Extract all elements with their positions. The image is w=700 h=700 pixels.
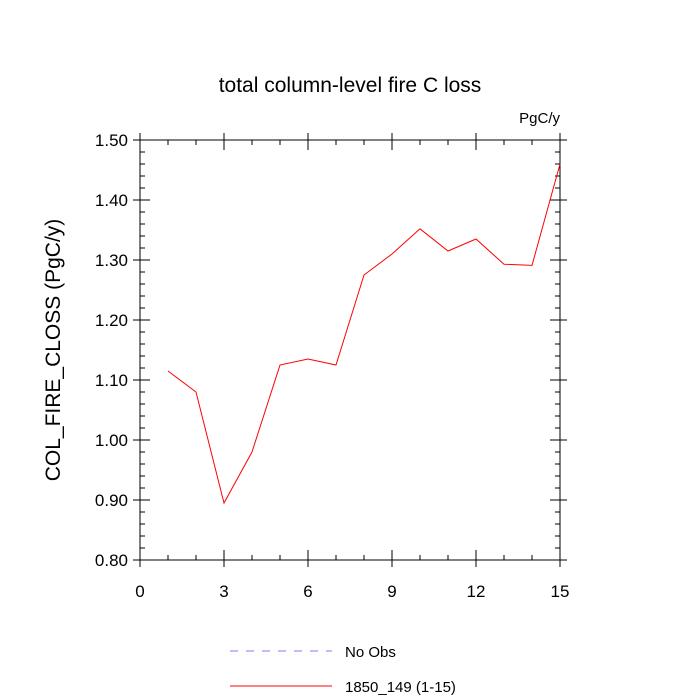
units-label: PgC/y <box>519 110 560 127</box>
series-layer <box>167 163 561 505</box>
series-line <box>167 163 561 505</box>
x-tick-labels: 0 3 6 9 12 15 <box>135 582 569 601</box>
y-tick-label: 0.80 <box>95 551 128 570</box>
x-tick-label: 15 <box>551 582 570 601</box>
y-tick-label: 1.50 <box>95 131 128 150</box>
x-tick-label: 0 <box>135 582 144 601</box>
legend: No Obs 1850_149 (1-15) <box>230 644 456 696</box>
y-tick-label: 1.20 <box>95 311 128 330</box>
x-tick-label: 12 <box>467 582 486 601</box>
plot-frame <box>139 139 561 561</box>
y-tick-label: 1.10 <box>95 371 128 390</box>
x-tick-label: 6 <box>303 582 312 601</box>
x-tick-label: 3 <box>219 582 228 601</box>
y-axis-label: COL_FIRE_CLOSS (PgC/y) <box>42 219 65 482</box>
legend-label: 1850_149 (1-15) <box>345 679 456 696</box>
y-tick-label: 1.00 <box>95 431 128 450</box>
x-tick-label: 9 <box>387 582 396 601</box>
minor-ticks <box>140 140 560 560</box>
major-ticks <box>133 133 567 567</box>
y-tick-label: 0.90 <box>95 491 128 510</box>
legend-label: No Obs <box>345 644 396 661</box>
y-tick-labels: 0.80 0.90 1.00 1.10 1.20 1.30 1.40 1.50 <box>95 131 128 570</box>
chart-title: total column-level fire C loss <box>219 74 482 97</box>
y-tick-label: 1.40 <box>95 191 128 210</box>
y-tick-label: 1.30 <box>95 251 128 270</box>
